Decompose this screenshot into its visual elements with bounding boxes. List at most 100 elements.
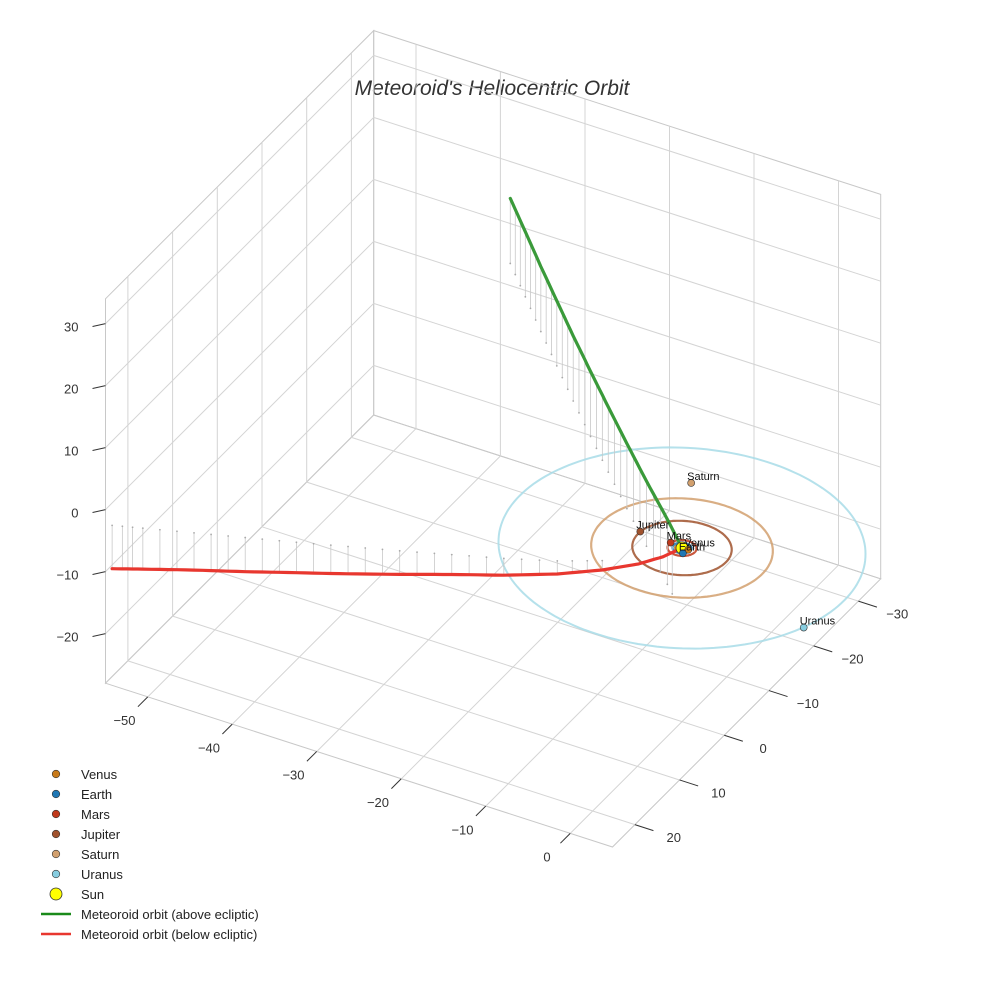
planet-label-venus: Venus	[684, 538, 715, 550]
planet-label-uranus: Uranus	[800, 616, 836, 628]
tick-mark-z	[92, 447, 106, 451]
legend-dot-venus	[51, 769, 61, 779]
tick-mark-y	[858, 600, 878, 608]
tick-mark-z	[92, 633, 106, 637]
tick-mark-y	[724, 734, 743, 742]
drop-point	[485, 556, 488, 559]
drop-point	[158, 528, 161, 531]
drop-point	[433, 552, 436, 555]
drop-point	[520, 558, 523, 561]
tick-label-y: 0	[760, 741, 767, 756]
drop-point	[210, 533, 212, 536]
orbit-uranus	[497, 446, 867, 650]
drop-point	[131, 526, 134, 529]
drop-point	[572, 400, 575, 402]
drop-point	[589, 435, 592, 438]
tick-label-y: −20	[841, 651, 863, 666]
tick-mark-x	[222, 723, 233, 735]
back-pane-x	[105, 29, 375, 685]
planet-label-jupiter: Jupiter	[636, 520, 669, 532]
drop-point	[583, 423, 586, 426]
grid-line-z	[105, 364, 881, 634]
drop-point	[613, 483, 616, 486]
grid-line-x	[485, 153, 755, 807]
drop-point	[556, 560, 559, 562]
legend-label: Mars	[81, 807, 110, 822]
tick-label-z: −10	[56, 568, 78, 583]
legend-label: Sun	[81, 887, 104, 902]
drop-point	[416, 551, 418, 553]
grid-line-x	[316, 98, 586, 752]
drop-point	[141, 527, 144, 530]
drop-point	[659, 570, 662, 573]
tick-label-x: −40	[198, 740, 220, 755]
planet-jupiter	[636, 527, 645, 536]
drop-point	[607, 471, 610, 473]
grid-line-y	[127, 276, 636, 826]
axis-ticks: −50 −40 −30 −20 −10 0 −30 −20 −10 0 10 20 −20 −10 0 10 2…	[56, 320, 908, 865]
planet-earth	[679, 549, 687, 558]
drop-point	[227, 535, 230, 537]
grid-panes	[104, 29, 882, 848]
drop-point	[586, 559, 589, 562]
drop-point	[626, 507, 628, 510]
grid-line-x	[231, 71, 501, 725]
drop-point	[111, 524, 114, 527]
tick-mark-y	[813, 645, 833, 653]
drop-point	[601, 459, 604, 462]
tick-label-x: 0	[543, 850, 550, 865]
drop-point	[519, 284, 522, 287]
series-line	[110, 546, 684, 577]
drop-point	[295, 541, 298, 544]
tick-label-y: 20	[666, 830, 680, 845]
tick-label-z: 0	[71, 506, 78, 521]
tick-mark-x	[306, 751, 318, 762]
drop-point	[539, 330, 542, 333]
drop-point	[671, 593, 674, 595]
chart-title: Meteoroid's Heliocentric Orbit	[355, 77, 631, 100]
drop-point	[529, 307, 532, 310]
drop-point	[121, 525, 124, 528]
legend-label: Jupiter	[81, 827, 121, 842]
drop-point	[514, 273, 517, 276]
tick-mark-z	[92, 509, 106, 513]
drop-point	[555, 364, 558, 367]
drop-point	[468, 555, 471, 557]
legend-label: Uranus	[81, 867, 123, 882]
drop-point	[578, 411, 580, 414]
drop-point	[509, 262, 512, 265]
drop-point	[176, 530, 178, 533]
drop-point	[329, 544, 332, 547]
legend-dot-mars	[51, 809, 61, 819]
legend-dot-earth	[51, 789, 61, 799]
planet-venus	[684, 545, 693, 554]
tick-mark-x	[137, 696, 149, 708]
drop-point	[347, 545, 349, 548]
legend-label: Earth	[81, 787, 112, 802]
legend-dot-saturn	[51, 849, 61, 859]
tick-label-x: −10	[451, 822, 473, 837]
drop-point	[538, 559, 541, 562]
tick-mark-y	[768, 690, 788, 698]
drop-point	[561, 376, 564, 379]
grid-line-x	[569, 180, 839, 834]
drop-point	[502, 557, 505, 560]
grid-line-y	[172, 231, 680, 781]
drop-point	[381, 548, 384, 551]
legend-label: Saturn	[81, 847, 119, 862]
legend-label: Meteoroid orbit (below ecliptic)	[81, 927, 257, 942]
drop-point	[364, 547, 367, 549]
legend-dot-uranus	[51, 869, 61, 879]
drop-point	[566, 388, 569, 391]
tick-label-y: 10	[711, 786, 725, 801]
tick-mark-z	[92, 385, 106, 389]
planet-mars	[666, 538, 675, 547]
tick-label-z: 10	[64, 444, 78, 459]
drop-point	[312, 542, 315, 545]
legend-sun	[49, 887, 63, 901]
grid-line-z	[105, 116, 881, 386]
planet-label-earth: Earth	[679, 541, 705, 553]
tick-label-y: −10	[797, 696, 819, 711]
back-pane-y	[373, 29, 882, 580]
